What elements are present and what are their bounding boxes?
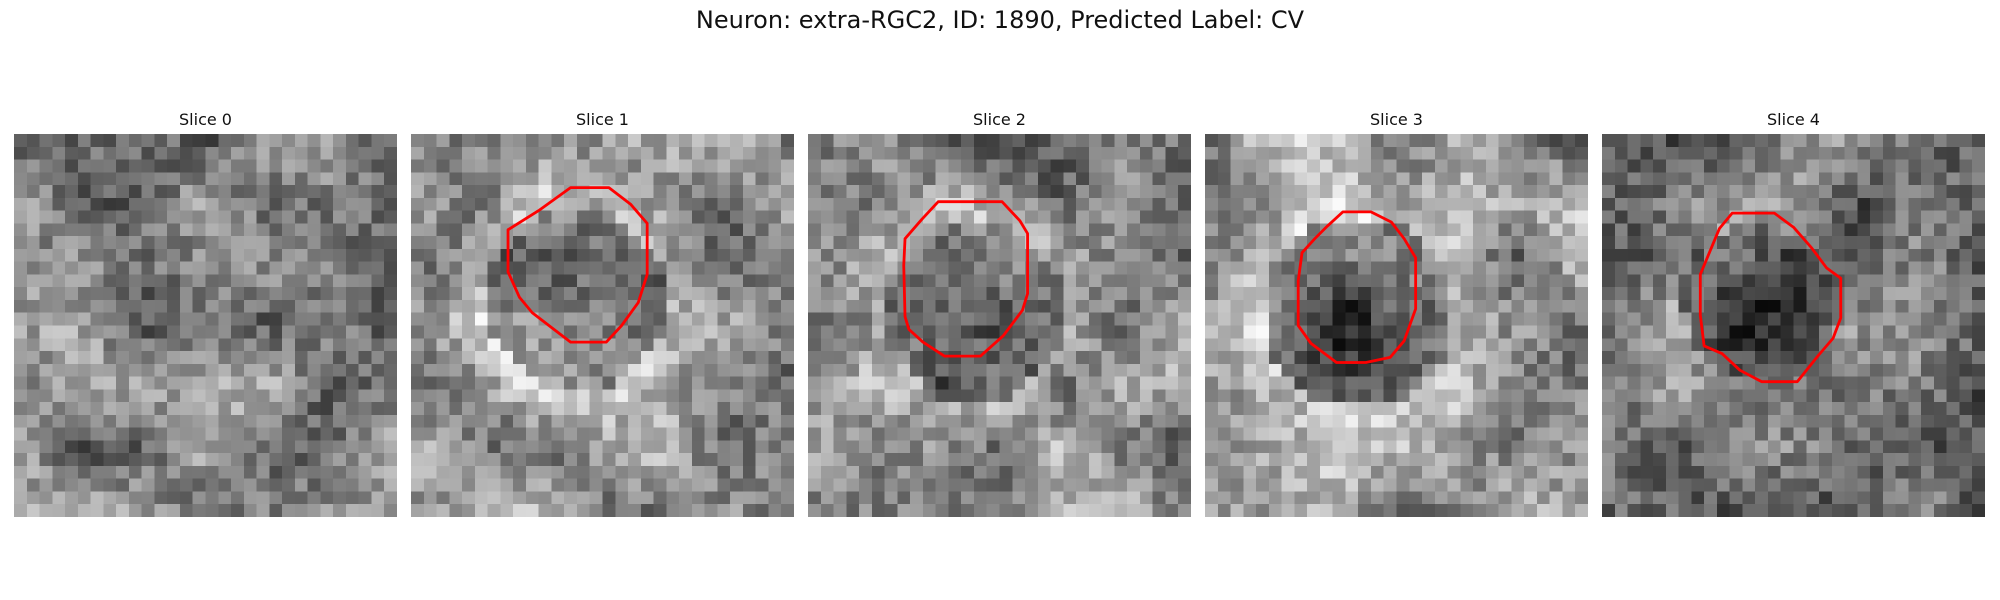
slice-image bbox=[14, 134, 397, 517]
slice-panel-0: Slice 0 bbox=[14, 108, 397, 517]
slice-panel-4: Slice 4 bbox=[1602, 108, 1985, 517]
roi-contour bbox=[1296, 210, 1418, 364]
slice-panel-2: Slice 2 bbox=[808, 108, 1191, 517]
slice-image bbox=[411, 134, 794, 517]
slice-image bbox=[1205, 134, 1588, 517]
roi-contour bbox=[902, 200, 1029, 358]
slice-panel-1: Slice 1 bbox=[411, 108, 794, 517]
slice-title: Slice 3 bbox=[1370, 110, 1423, 129]
slice-title: Slice 0 bbox=[179, 110, 232, 129]
slice-panel-3: Slice 3 bbox=[1205, 108, 1588, 517]
slice-title: Slice 1 bbox=[576, 110, 629, 129]
slice-image bbox=[1602, 134, 1985, 517]
roi-contour bbox=[1698, 211, 1843, 384]
slice-image bbox=[808, 134, 1191, 517]
figure-title: Neuron: extra-RGC2, ID: 1890, Predicted … bbox=[695, 6, 1305, 34]
roi-contour bbox=[506, 186, 649, 344]
slice-title: Slice 4 bbox=[1767, 110, 1820, 129]
slice-title: Slice 2 bbox=[973, 110, 1026, 129]
